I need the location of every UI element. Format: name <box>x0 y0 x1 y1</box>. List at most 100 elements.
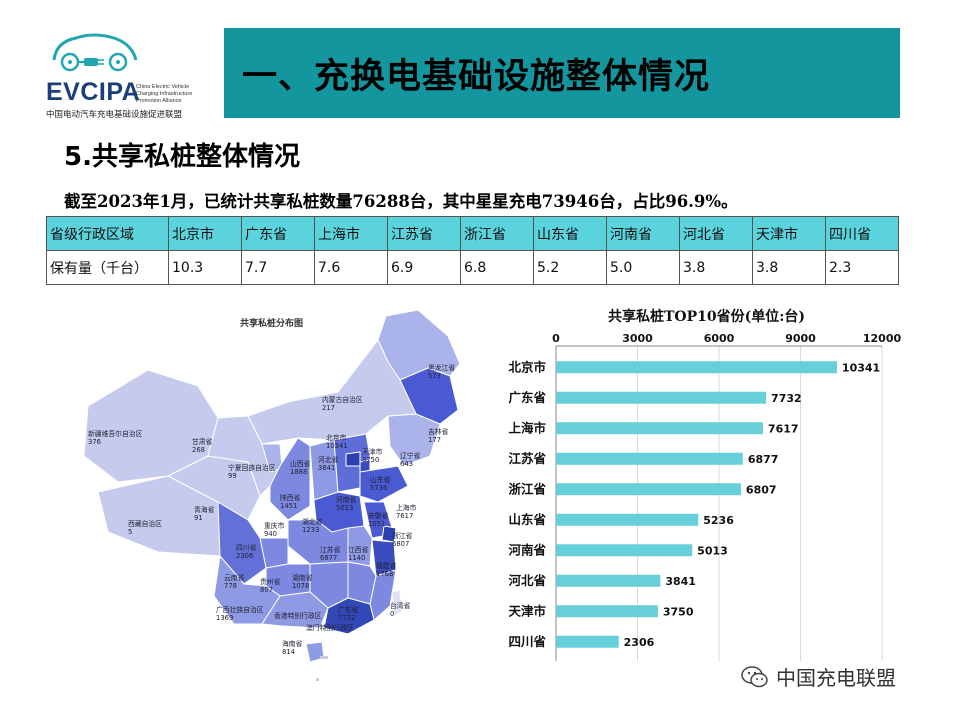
table-header-cell: 天津市 <box>752 216 826 251</box>
table-header-row: 省级行政区域 北京市 广东省 上海市 江苏省 浙江省 山东省 河南省 河北省 天… <box>46 216 899 251</box>
table-cell: 10.3 <box>168 250 242 285</box>
table-row: 保有量（千台） 10.3 7.7 7.6 6.9 6.8 5.2 5.0 3.8… <box>46 250 899 285</box>
map-label-shandong: 山东省 5736 <box>370 476 391 492</box>
data-label: 7732 <box>771 392 802 405</box>
map-shapes <box>83 309 461 681</box>
map-label-neimenggu: 内蒙古自治区 217 <box>322 396 363 412</box>
data-label: 5236 <box>703 514 734 527</box>
map-label-jiangsu: 江苏省 6877 <box>320 546 341 562</box>
table-header-cell: 上海市 <box>314 216 388 251</box>
table-header-cell: 江苏省 <box>387 216 461 251</box>
map-label-hongkong: 香港特别行政区 <box>274 612 322 620</box>
map-label-guizhou: 贵州省 807 <box>260 578 281 594</box>
top10-bar-chart: 共享私桩TOP10省份(单位:台) 0 3000 6000 9000 12000 北京市 1… <box>498 300 918 680</box>
map-label-jilin: 吉林省 177 <box>428 428 449 444</box>
table-cell: 2.3 <box>825 250 899 285</box>
table-cell: 保有量（千台） <box>46 250 169 285</box>
table-header-cell: 四川省 <box>825 216 899 251</box>
map-label-jiangxi: 江西省 1140 <box>348 546 369 562</box>
map-label-fujian: 福建省 1768 <box>376 562 397 578</box>
logo-brand: EVCIPA <box>46 78 141 106</box>
map-label-taiwan: 台湾省 0 <box>390 602 411 618</box>
table-header-cell: 山东省 <box>533 216 607 251</box>
map-label-beijing: 北京市 10341 <box>326 434 348 450</box>
wechat-icon <box>741 665 768 687</box>
y-category-label: 河北省 <box>508 573 546 588</box>
header-banner: 一、充换电基础设施整体情况 <box>224 28 900 118</box>
map-label-xizang: 西藏自治区 5 <box>128 520 162 536</box>
map-label-chongqing: 重庆市 940 <box>264 522 285 538</box>
summary-text: 截至2023年1月，已统计共享私桩数量76288台，其中星星充电73946台，占… <box>64 192 738 211</box>
x-tick-label: 12000 <box>863 332 902 345</box>
table-cell: 7.6 <box>314 250 388 285</box>
watermark-text: 中国充电联盟 <box>776 666 896 690</box>
data-label: 6877 <box>748 453 779 466</box>
bar <box>556 513 699 526</box>
table-cell: 6.8 <box>460 250 534 285</box>
data-label: 5013 <box>697 544 728 557</box>
data-label: 10341 <box>842 361 880 374</box>
table-cell: 3.8 <box>679 250 753 285</box>
bar <box>556 574 661 587</box>
y-category-label: 天津市 <box>508 603 546 618</box>
y-category-label: 江苏省 <box>508 451 546 466</box>
y-category-label: 浙江省 <box>508 481 546 496</box>
page-title: 一、充换电基础设施整体情况 <box>242 56 711 97</box>
table-header-cell: 省级行政区域 <box>46 216 169 251</box>
table-cell: 6.9 <box>387 250 461 285</box>
y-category-label: 四川省 <box>508 634 546 649</box>
map-label-hubei: 湖北省 1233 <box>302 518 323 534</box>
map-label-liaoning: 辽宁省 643 <box>400 452 421 468</box>
logo-chinese-name: 中国电动汽车充电基础设施促进联盟 <box>46 110 183 120</box>
map-label-zhejiang: 浙江省 6807 <box>392 532 413 548</box>
map-label-anhui: 安徽省 1051 <box>368 512 389 528</box>
table-cell: 5.2 <box>533 250 607 285</box>
x-tick-label: 6000 <box>704 332 735 345</box>
y-category-label: 北京市 <box>508 359 546 374</box>
bar <box>556 422 763 435</box>
chart-title: 共享私桩TOP10省份(单位:台) <box>608 309 806 325</box>
map-label-henan: 河南省 5013 <box>336 496 357 512</box>
x-tick-label: 0 <box>552 332 560 345</box>
map-label-shanxi: 山西省 1888 <box>290 460 311 476</box>
map-label-gansu: 甘肃省 268 <box>192 438 213 454</box>
province-table: 省级行政区域 北京市 广东省 上海市 江苏省 浙江省 山东省 河南省 河北省 天… <box>46 216 899 285</box>
map-title: 共享私桩分布图 <box>240 319 304 329</box>
bar <box>556 391 767 404</box>
data-label: 6807 <box>746 483 777 496</box>
map-label-hebei: 河北省 3841 <box>318 456 339 472</box>
map-label-xinjiang: 新疆维吾尔自治区 376 <box>88 430 143 446</box>
table-header-cell: 河南省 <box>606 216 680 251</box>
logo-english-name: China Electric Vehicle Charging Infrastr… <box>136 84 193 104</box>
table-cell: 3.8 <box>752 250 826 285</box>
map-label-hunan: 湖南省 1078 <box>292 574 313 590</box>
table-header-cell: 河北省 <box>679 216 753 251</box>
data-label: 3841 <box>665 575 696 588</box>
y-category-label: 山东省 <box>508 512 546 527</box>
evcipa-logo: EVCIPA China Electric Vehicle Charging I… <box>40 26 210 126</box>
map-label-ningxia: 宁夏回族自治区 99 <box>228 464 276 480</box>
map-label-qinghai: 青海省 91 <box>194 506 215 522</box>
y-category-label: 上海市 <box>508 420 546 435</box>
map-label-tianjin: 天津市 3750 <box>362 448 383 464</box>
map-label-sichuan: 四川省 2306 <box>236 544 257 560</box>
map-label-shanghai: 上海市 7617 <box>396 504 417 520</box>
y-category-label: 河南省 <box>508 542 546 557</box>
bar <box>556 544 693 557</box>
section-title: 5.共享私桩整体情况 <box>64 142 300 172</box>
bar <box>556 483 741 496</box>
map-label-yunnan: 云南省 778 <box>224 574 245 590</box>
map-label-hainan: 海南省 814 <box>282 640 303 656</box>
bar <box>556 605 658 618</box>
bar-chart-svg: 0 3000 6000 9000 12000 北京市 10341 广东省 7732 上海市 7617… <box>508 332 902 661</box>
bar <box>556 452 743 465</box>
data-label: 2306 <box>624 636 655 649</box>
table-cell: 5.0 <box>606 250 680 285</box>
bar <box>556 361 837 374</box>
y-category-label: 广东省 <box>508 390 546 405</box>
data-label: 3750 <box>663 605 694 618</box>
map-label-macau: 澳门特别行政区 <box>306 624 354 632</box>
map-label-heilongjiang: 黑龙江省 573 <box>428 364 456 380</box>
car-plug-icon <box>52 33 138 72</box>
bar <box>556 635 619 648</box>
